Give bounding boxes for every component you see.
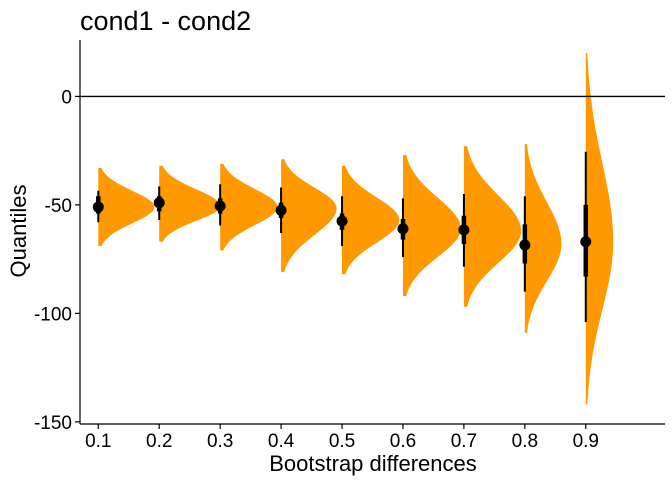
x-tick-label: 0.6 bbox=[390, 431, 416, 452]
estimate-point-0.7 bbox=[458, 224, 470, 236]
estimate-point-0.2 bbox=[153, 197, 165, 209]
x-tick-label: 0.2 bbox=[146, 431, 172, 452]
estimate-point-0.4 bbox=[275, 204, 287, 216]
distribution-0.7 bbox=[463, 146, 522, 307]
distribution-0.1 bbox=[98, 168, 155, 247]
x-tick-label: 0.7 bbox=[451, 431, 477, 452]
estimate-point-0.9 bbox=[580, 236, 592, 248]
distribution-layer bbox=[98, 53, 614, 405]
x-tick-label: 0.3 bbox=[207, 431, 233, 452]
estimate-point-0.3 bbox=[214, 200, 226, 212]
y-tick-label: -150 bbox=[34, 413, 72, 434]
x-tick-label: 0.9 bbox=[573, 431, 599, 452]
estimate-point-layer bbox=[92, 197, 592, 251]
distribution-0.5 bbox=[342, 165, 400, 275]
distribution-0.8 bbox=[524, 144, 562, 333]
distribution-0.3 bbox=[220, 163, 278, 251]
y-axis-ticks: 0 -50 -100 -150 bbox=[34, 87, 80, 434]
x-tick-label: 0.5 bbox=[329, 431, 355, 452]
distribution-0.9 bbox=[585, 53, 614, 405]
estimate-point-0.8 bbox=[519, 239, 531, 251]
x-axis-ticks: 0.1 0.2 0.3 0.4 0.5 0.6 0.7 0.8 0.9 bbox=[85, 424, 599, 452]
distribution-0.4 bbox=[281, 159, 337, 273]
chart-title: cond1 - cond2 bbox=[80, 6, 251, 36]
x-tick-label: 0.8 bbox=[512, 431, 538, 452]
distribution-0.2 bbox=[159, 165, 221, 242]
x-tick-label: 0.4 bbox=[268, 431, 295, 452]
y-tick-label: -100 bbox=[34, 304, 72, 325]
x-tick-label: 0.1 bbox=[85, 431, 111, 452]
estimate-point-0.5 bbox=[336, 215, 348, 227]
x-axis-label: Bootstrap differences bbox=[269, 451, 477, 476]
estimate-point-0.6 bbox=[397, 223, 409, 235]
y-tick-label: 0 bbox=[61, 87, 72, 108]
distribution-0.6 bbox=[403, 155, 461, 296]
estimate-point-0.1 bbox=[92, 201, 104, 213]
y-tick-label: -50 bbox=[45, 196, 72, 217]
y-axis-label: Quantiles bbox=[6, 185, 31, 278]
